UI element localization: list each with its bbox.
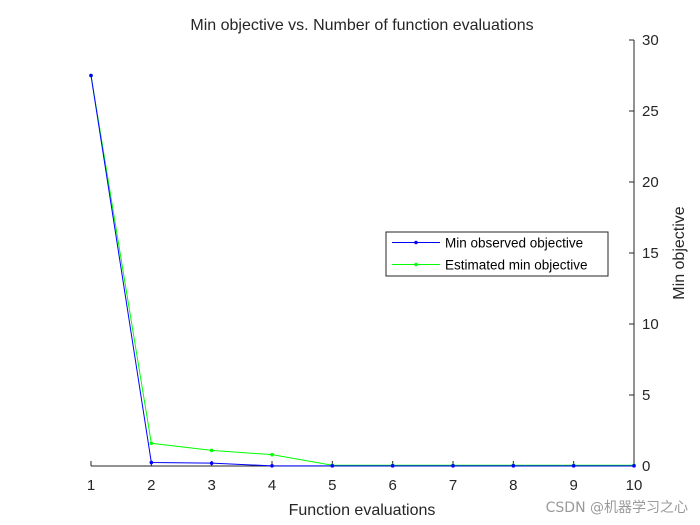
x-tick-label: 9	[569, 477, 577, 494]
y-tick-label: 15	[642, 245, 659, 262]
data-point-min-observed	[89, 73, 93, 78]
chart-title: Min objective vs. Number of function eva…	[190, 17, 533, 34]
series-line-min-observed	[90, 75, 634, 467]
data-point-min-observed	[632, 464, 636, 468]
y-ticks: 0 5 10 15 20 25 30	[629, 32, 659, 475]
x-tick-label: 8	[509, 477, 517, 494]
data-point-min-observed	[330, 464, 335, 468]
data-point-min-observed	[149, 460, 154, 465]
data-point-estimated-min	[149, 441, 154, 446]
y-tick-label: 25	[642, 103, 659, 120]
data-point-min-observed	[270, 464, 274, 468]
y-tick-label: 30	[642, 32, 659, 49]
x-tick-label: 5	[328, 477, 336, 494]
x-tick-label: 1	[87, 477, 95, 494]
x-tick-label: 3	[207, 477, 215, 494]
legend-marker-estimated-min	[414, 262, 418, 267]
x-tick-label: 7	[449, 477, 457, 494]
data-point-estimated-min	[209, 448, 214, 453]
y-tick-label: 20	[642, 174, 659, 191]
y-tick-label: 5	[642, 387, 650, 404]
y-axis-label: Min objective	[671, 206, 688, 299]
data-point-min-observed	[511, 464, 516, 468]
x-tick-label: 4	[268, 477, 276, 494]
y-tick-label: 0	[642, 458, 650, 475]
x-axis-label: Function evaluations	[289, 502, 436, 519]
data-point-min-observed	[571, 464, 576, 468]
watermark: CSDN @机器学习之心	[546, 500, 688, 516]
legend-label-min-observed: Min observed objective	[445, 236, 583, 251]
y-tick-label: 10	[642, 316, 659, 333]
series-layer	[89, 73, 636, 468]
x-tick-label: 2	[147, 477, 155, 494]
x-tick-label: 6	[388, 477, 396, 494]
data-point-min-observed	[390, 464, 395, 468]
data-point-min-observed	[209, 461, 214, 465]
legend-label-estimated-min: Estimated min objective	[445, 258, 588, 273]
series-line-estimated-min	[90, 75, 634, 466]
legend: Min observed objective Estimated min obj…	[385, 231, 609, 277]
data-point-estimated-min	[270, 452, 274, 457]
x-ticks: 1 2 3 4 5 6 7 8 9 10	[87, 461, 643, 494]
data-point-min-observed	[451, 464, 455, 468]
legend-marker-min-observed	[414, 240, 418, 245]
x-tick-label: 10	[626, 477, 643, 494]
legend-box	[385, 231, 609, 277]
